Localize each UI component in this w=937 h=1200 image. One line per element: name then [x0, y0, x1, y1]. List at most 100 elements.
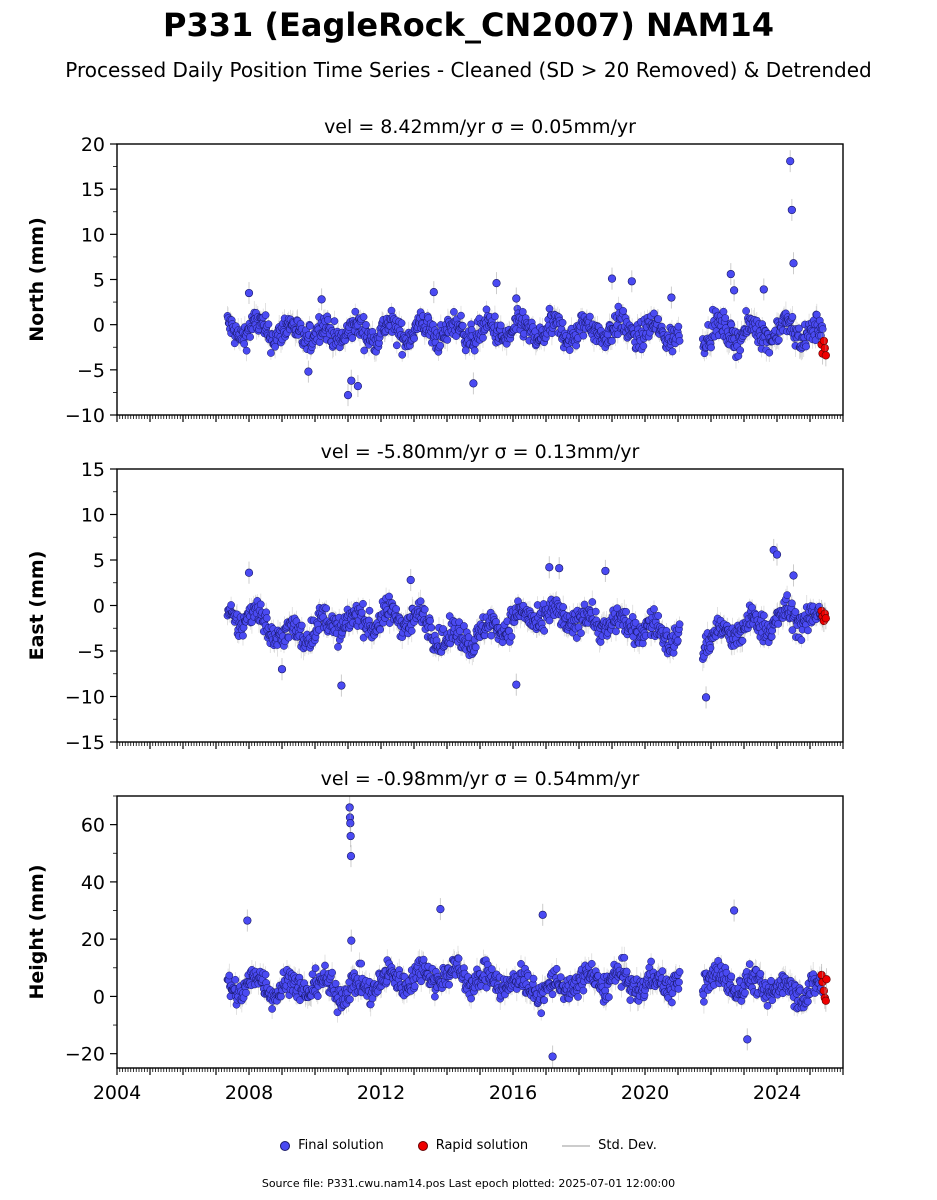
y-tick-label: −10	[65, 687, 105, 709]
data-point	[436, 341, 445, 350]
y-axis-label: East (mm)	[26, 551, 48, 661]
data-point	[365, 606, 374, 615]
data-point	[673, 636, 682, 645]
data-point	[306, 322, 314, 330]
data-point	[407, 627, 416, 635]
data-point	[565, 346, 574, 354]
data-point	[479, 333, 487, 342]
data-point	[608, 337, 616, 345]
y-tick-label: 0	[93, 315, 105, 337]
y-tick-label: −10	[65, 405, 105, 427]
y-tick-label: 15	[81, 459, 105, 481]
data-point	[518, 308, 527, 316]
data-point	[588, 598, 597, 606]
plot-frame	[116, 468, 844, 743]
data-point	[789, 259, 798, 268]
data-point	[277, 665, 287, 674]
data-point	[240, 340, 249, 348]
data-point	[507, 632, 516, 641]
data-point	[416, 597, 425, 606]
rapid-points	[817, 599, 830, 633]
data-point	[559, 603, 568, 611]
data-point	[482, 305, 491, 314]
data-point	[788, 599, 796, 608]
data-point	[774, 620, 783, 628]
data-point	[353, 381, 363, 391]
data-point	[729, 286, 739, 295]
data-point	[426, 616, 434, 625]
data-point	[706, 644, 715, 652]
data-point	[726, 269, 735, 279]
y-tick-label: −15	[65, 732, 105, 754]
data-point	[786, 157, 795, 166]
data-point	[772, 550, 782, 559]
data-point	[460, 622, 468, 630]
timeseries-plots: vel = 8.42mm/yr σ = 0.05mm/yr North (mm) −…	[26, 116, 844, 1104]
data-point	[512, 680, 521, 689]
data-point	[410, 334, 418, 343]
data-point	[774, 336, 783, 344]
data-point	[322, 604, 331, 613]
rapid-points	[817, 329, 830, 367]
data-point	[555, 564, 564, 573]
data-point	[256, 600, 265, 609]
data-point	[343, 391, 353, 400]
data-point	[429, 288, 438, 297]
data-point	[244, 568, 254, 577]
data-point	[227, 601, 235, 609]
data-point	[491, 312, 499, 321]
rapid-point	[819, 336, 828, 346]
data-point	[788, 312, 797, 321]
data-point	[244, 288, 254, 298]
data-point	[398, 350, 407, 359]
y-tick-label: 5	[93, 550, 105, 572]
data-point	[612, 627, 620, 636]
data-point	[261, 311, 270, 319]
data-point	[650, 309, 658, 318]
data-point	[317, 295, 326, 304]
data-point	[591, 607, 600, 616]
data-point	[262, 614, 271, 622]
data-point	[804, 626, 812, 635]
data-point	[359, 313, 368, 321]
data-point	[545, 616, 554, 625]
data-point	[721, 314, 730, 322]
data-point	[727, 320, 736, 329]
data-point	[297, 621, 306, 630]
data-point	[627, 277, 636, 286]
rapid-point	[820, 344, 829, 353]
data-point	[360, 346, 369, 355]
data-point	[789, 571, 798, 580]
data-point	[496, 321, 505, 330]
data-point	[362, 321, 370, 329]
data-point	[242, 346, 251, 355]
plot-area	[223, 538, 830, 709]
data-point	[707, 343, 715, 352]
y-tick-label: 10	[81, 505, 105, 527]
data-point	[650, 605, 658, 613]
y-tick-label: 10	[81, 224, 105, 246]
data-point	[622, 607, 630, 616]
y-tick-label: 15	[81, 179, 105, 201]
data-point	[461, 346, 470, 355]
data-point	[239, 631, 247, 640]
data-point	[397, 319, 406, 328]
data-point	[471, 643, 480, 652]
panel-2: vel = -0.98mm/yr σ = 0.54mm/yr Height (mm…	[26, 768, 844, 1104]
data-point	[797, 636, 806, 644]
data-point	[359, 599, 367, 608]
data-point	[701, 693, 711, 702]
data-point	[738, 636, 747, 645]
data-point	[580, 600, 589, 609]
y-tick-label: −5	[77, 641, 105, 663]
rapid-point	[821, 614, 830, 623]
y-tick-label: 0	[93, 596, 105, 618]
data-point	[586, 312, 594, 321]
data-point	[631, 618, 640, 627]
outlier-points	[244, 538, 798, 709]
panel-1: vel = -5.80mm/yr σ = 0.13mm/yr East (mm) −…	[26, 441, 844, 754]
panel-title: vel = 8.42mm/yr σ = 0.05mm/yr	[324, 116, 636, 138]
data-point	[639, 342, 648, 350]
plot-area	[223, 796, 831, 1068]
data-point	[545, 304, 554, 313]
